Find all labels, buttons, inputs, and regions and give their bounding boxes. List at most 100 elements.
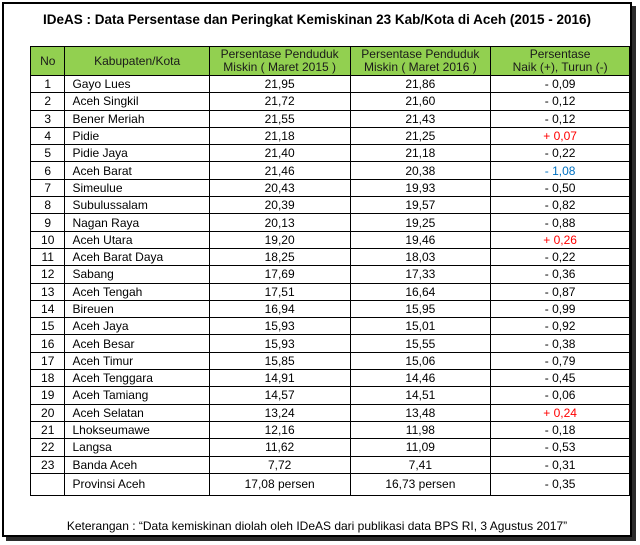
cell-perubahan: - 0,82	[490, 196, 630, 215]
cell-kabupaten: Aceh Barat Daya	[64, 247, 210, 267]
cell-persentase-2016: 15,55	[349, 334, 492, 353]
cell-no: 14	[29, 299, 66, 319]
cell-perubahan: - 0,79	[490, 351, 630, 371]
cell-perubahan: + 0,26	[490, 230, 630, 249]
cell-no: 3	[29, 109, 66, 128]
cell-kabupaten: Aceh Timur	[64, 351, 210, 371]
table-row: 19 Aceh Tamiang 14,57 14,51- 0,06	[29, 386, 630, 405]
cell-no: 8	[29, 196, 66, 215]
cell-perubahan: - 0,36	[490, 265, 630, 284]
cell-kabupaten: Nagan Raya	[64, 213, 210, 232]
cell-persentase-2016: 21,43	[349, 109, 492, 128]
header-persentase-2015-line2: Miskin ( Maret 2015 )	[223, 60, 336, 74]
table-row: 2 Aceh Singkil 21,72 21,60- 0,12	[29, 92, 630, 111]
cell-persentase-2016: 15,95	[349, 299, 492, 319]
cell-persentase-2016: 21,60	[349, 92, 492, 111]
cell-persentase-2016: 19,93	[349, 178, 492, 198]
cell-perubahan: - 0,22	[490, 144, 630, 163]
table-body: 1 Gayo Lues 21,95 21,86- 0,09 2 Aceh Singkil 2…	[29, 74, 630, 496]
header-persentase-2016-line2: Miskin ( Maret 2016 )	[364, 60, 477, 74]
cell-kabupaten: Aceh Selatan	[64, 403, 210, 422]
header-perubahan: Persentase Naik (+), Turun (-)	[490, 46, 630, 76]
header-no: No	[29, 46, 66, 76]
cell-persentase-2016: 18,03	[349, 247, 492, 267]
cell-no: 9	[29, 213, 66, 232]
cell-kabupaten: Aceh Singkil	[64, 92, 210, 111]
table-row: 10 Aceh Utara 19,20 19,46 + 0,26	[29, 230, 630, 249]
cell-no: 21	[29, 420, 66, 440]
cell-persentase-2016: 19,46	[349, 230, 492, 249]
cell-perubahan: - 0,87	[490, 282, 630, 301]
cell-persentase-2016: 16,73 persen	[349, 472, 492, 496]
cell-perubahan: - 0,09	[490, 74, 630, 94]
cell-persentase-2015: 16,94	[208, 299, 351, 319]
cell-kabupaten: Bireuen	[64, 299, 210, 319]
cell-perubahan: - 0,92	[490, 317, 630, 336]
cell-persentase-2016: 16,64	[349, 282, 492, 301]
cell-no	[29, 472, 66, 496]
cell-persentase-2015: 15,93	[208, 334, 351, 353]
cell-no: 2	[29, 92, 66, 111]
cell-no: 22	[29, 438, 66, 457]
cell-no: 6	[29, 161, 66, 180]
cell-persentase-2015: 14,57	[208, 386, 351, 405]
cell-perubahan: - 0,45	[490, 369, 630, 388]
cell-perubahan: - 0,12	[490, 92, 630, 111]
header-persentase-2015-line1: Persentase Penduduk	[220, 47, 339, 61]
cell-no: 12	[29, 265, 66, 284]
cell-persentase-2015: 13,24	[208, 403, 351, 422]
cell-persentase-2015: 21,18	[208, 126, 351, 146]
poverty-table: No Kabupaten/Kota Persentase Penduduk Mi…	[29, 46, 630, 496]
cell-persentase-2015: 17,08 persen	[208, 472, 351, 496]
cell-persentase-2016: 15,01	[349, 317, 492, 336]
cell-persentase-2015: 21,46	[208, 161, 351, 180]
cell-perubahan: - 0,31	[490, 455, 630, 474]
cell-kabupaten: Aceh Barat	[64, 161, 210, 180]
cell-persentase-2015: 19,20	[208, 230, 351, 249]
table-row: 14 Bireuen 16,94 15,95- 0,99	[29, 299, 630, 319]
cell-no: 7	[29, 178, 66, 198]
cell-perubahan: - 0,18	[490, 420, 630, 440]
cell-perubahan: - 0,06	[490, 386, 630, 405]
cell-kabupaten: Aceh Tamiang	[64, 386, 210, 405]
cell-perubahan: - 0,50	[490, 178, 630, 198]
table-row: 17 Aceh Timur 15,85 15,06- 0,79	[29, 351, 630, 371]
cell-persentase-2016: 21,25	[349, 126, 492, 146]
cell-persentase-2016: 19,25	[349, 213, 492, 232]
cell-persentase-2015: 20,39	[208, 196, 351, 215]
cell-kabupaten: Aceh Jaya	[64, 317, 210, 336]
cell-kabupaten: Banda Aceh	[64, 455, 210, 474]
table-header-row: No Kabupaten/Kota Persentase Penduduk Mi…	[29, 46, 630, 76]
header-persentase-2015: Persentase Penduduk Miskin ( Maret 2015 …	[208, 46, 351, 76]
cell-kabupaten: Subulussalam	[64, 196, 210, 215]
cell-kabupaten: Bener Meriah	[64, 109, 210, 128]
table-row: 20 Aceh Selatan 13,24 13,48 + 0,24	[29, 403, 630, 422]
header-perubahan-line2: Naik (+), Turun (-)	[512, 60, 608, 74]
cell-no: 17	[29, 351, 66, 371]
cell-persentase-2016: 11,98	[349, 420, 492, 440]
cell-persentase-2015: 15,85	[208, 351, 351, 371]
cell-no: 16	[29, 334, 66, 353]
cell-persentase-2016: 11,09	[349, 438, 492, 457]
cell-no: 20	[29, 403, 66, 422]
cell-persentase-2015: 20,43	[208, 178, 351, 198]
table-row: 23 Banda Aceh 7,72 7,41- 0,31	[29, 455, 630, 474]
cell-perubahan: + 0,07	[490, 126, 630, 146]
header-kabupaten: Kabupaten/Kota	[64, 46, 210, 76]
table-row: 6 Aceh Barat 21,46 20,38- 1,08	[29, 161, 630, 180]
cell-no: 15	[29, 317, 66, 336]
cell-no: 10	[29, 230, 66, 249]
table-row: 9 Nagan Raya 20,13 19,25- 0,88	[29, 213, 630, 232]
cell-kabupaten: Langsa	[64, 438, 210, 457]
cell-no: 13	[29, 282, 66, 301]
footnote: Keterangan : “Data kemiskinan diolah ole…	[66, 519, 568, 533]
cell-persentase-2016: 15,06	[349, 351, 492, 371]
table-row: 22 Langsa 11,62 11,09- 0,53	[29, 438, 630, 457]
cell-persentase-2015: 21,55	[208, 109, 351, 128]
cell-persentase-2015: 21,95	[208, 74, 351, 94]
cell-perubahan: - 0,22	[490, 247, 630, 267]
cell-no: 18	[29, 369, 66, 388]
cell-no: 19	[29, 386, 66, 405]
poverty-data-panel: IDeAS : Data Persentase dan Peringkat Ke…	[2, 2, 632, 537]
header-persentase-2016: Persentase Penduduk Miskin ( Maret 2016 …	[349, 46, 492, 76]
